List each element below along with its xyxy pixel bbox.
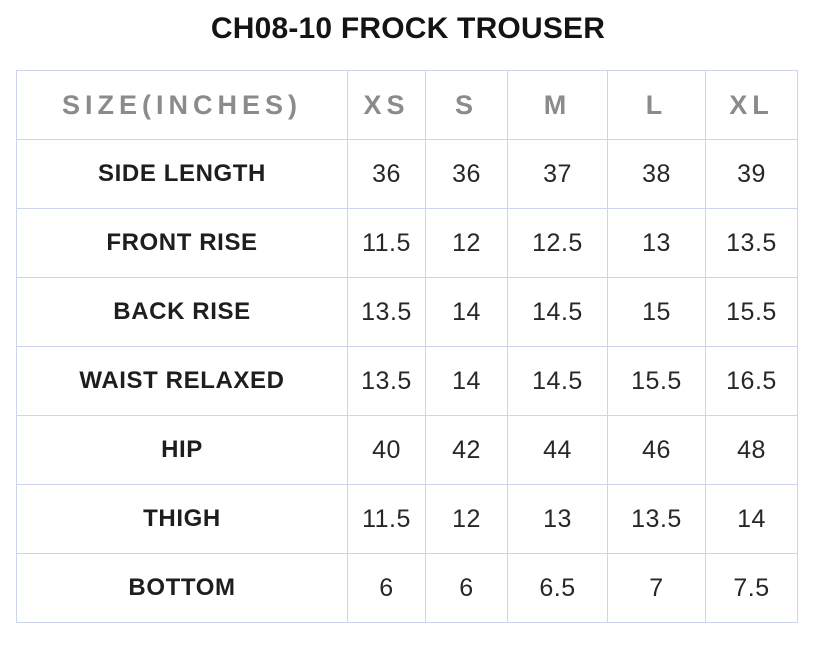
cell-value: 44 [507,415,608,485]
cell-value: 15.5 [607,346,706,416]
table-row-waist-relaxed: WAIST RELAXED 13.5 14 14.5 15.5 16.5 [16,346,798,416]
cell-value: 6 [425,553,508,623]
cell-value: 12 [425,208,508,278]
row-label: SIDE LENGTH [16,139,348,209]
cell-value: 48 [705,415,798,485]
cell-value: 13.5 [705,208,798,278]
cell-value: 40 [347,415,426,485]
header-l: L [607,70,706,140]
table-row-bottom: BOTTOM 6 6 6.5 7 7.5 [16,553,798,623]
table-row-back-rise: BACK RISE 13.5 14 14.5 15 15.5 [16,277,798,347]
cell-value: 36 [347,139,426,209]
cell-value: 14 [425,346,508,416]
row-label: HIP [16,415,348,485]
table-header-row: SIZE(INCHES) XS S M L XL [16,70,798,140]
cell-value: 14 [705,484,798,554]
cell-value: 14 [425,277,508,347]
cell-value: 13.5 [607,484,706,554]
size-chart-table: SIZE(INCHES) XS S M L XL SIDE LENGTH 36 … [16,70,798,623]
table-row-side-length: SIDE LENGTH 36 36 37 38 39 [16,139,798,209]
header-size-inches: SIZE(INCHES) [16,70,348,140]
cell-value: 13 [607,208,706,278]
cell-value: 15.5 [705,277,798,347]
cell-value: 13 [507,484,608,554]
row-label: WAIST RELAXED [16,346,348,416]
cell-value: 12 [425,484,508,554]
cell-value: 42 [425,415,508,485]
cell-value: 11.5 [347,208,426,278]
cell-value: 13.5 [347,346,426,416]
table-row-front-rise: FRONT RISE 11.5 12 12.5 13 13.5 [16,208,798,278]
cell-value: 12.5 [507,208,608,278]
cell-value: 6 [347,553,426,623]
page-title: CH08-10 FROCK TROUSER [210,12,606,45]
cell-value: 7 [607,553,706,623]
header-m: M [507,70,608,140]
header-xl: XL [705,70,798,140]
cell-value: 46 [607,415,706,485]
cell-value: 38 [607,139,706,209]
cell-value: 15 [607,277,706,347]
table-row-hip: HIP 40 42 44 46 48 [16,415,798,485]
cell-value: 14.5 [507,277,608,347]
cell-value: 39 [705,139,798,209]
cell-value: 13.5 [347,277,426,347]
cell-value: 11.5 [347,484,426,554]
header-xs: XS [347,70,426,140]
row-label: BOTTOM [16,553,348,623]
cell-value: 7.5 [705,553,798,623]
cell-value: 36 [425,139,508,209]
row-label: THIGH [16,484,348,554]
row-label: FRONT RISE [16,208,348,278]
cell-value: 6.5 [507,553,608,623]
cell-value: 16.5 [705,346,798,416]
cell-value: 14.5 [507,346,608,416]
row-label: BACK RISE [16,277,348,347]
cell-value: 37 [507,139,608,209]
header-s: S [425,70,508,140]
table-row-thigh: THIGH 11.5 12 13 13.5 14 [16,484,798,554]
